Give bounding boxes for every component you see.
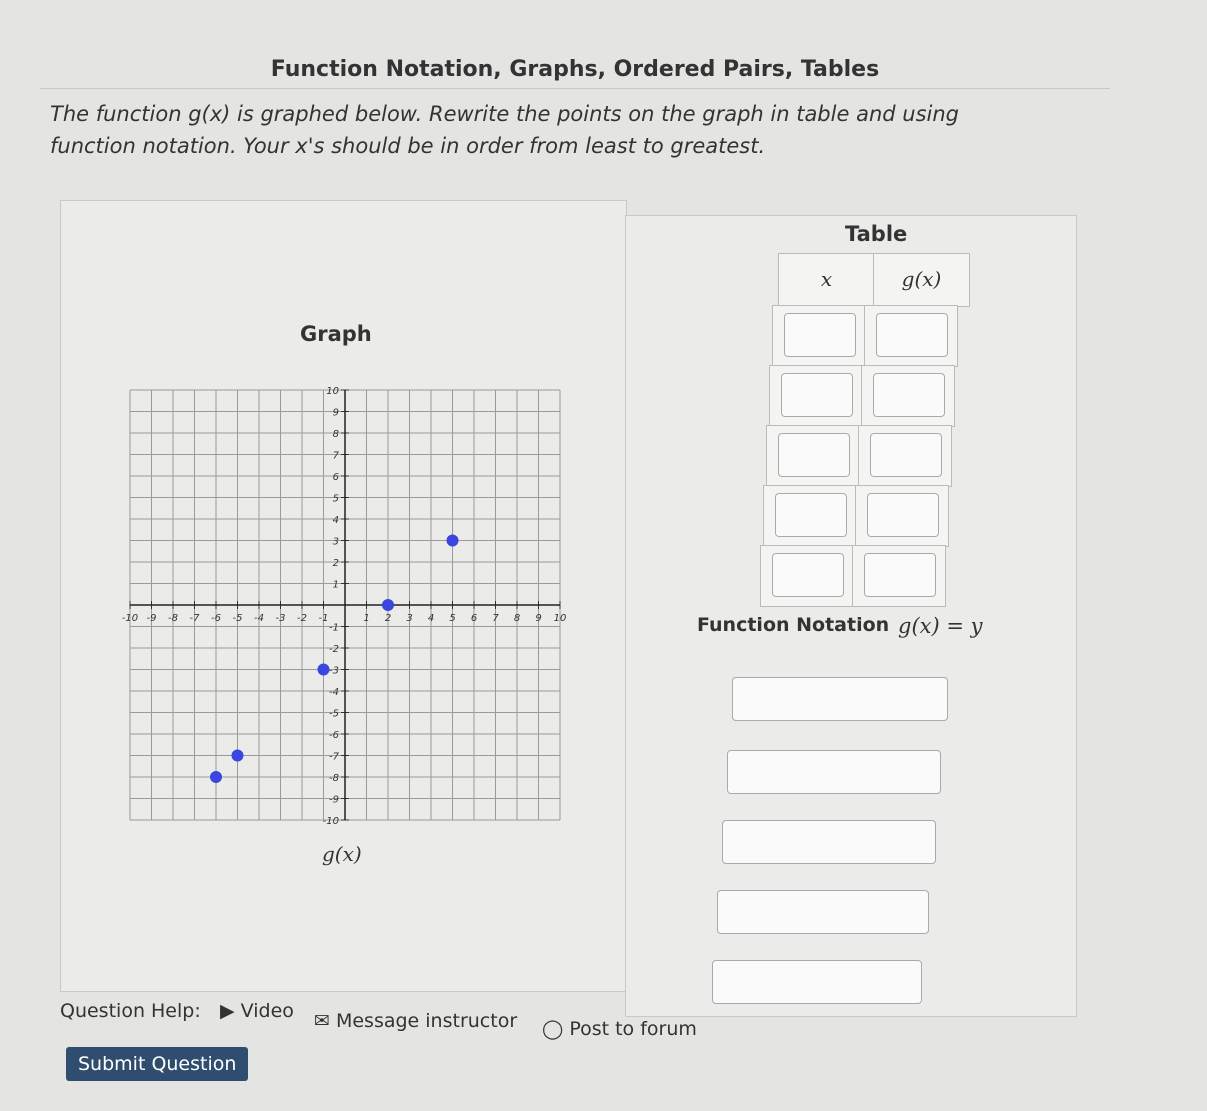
y-tick-label: 3 bbox=[333, 537, 339, 548]
answer-input[interactable] bbox=[732, 677, 948, 721]
link-text[interactable]: Post to forum bbox=[569, 1018, 697, 1040]
y-tick-label: 2 bbox=[333, 558, 339, 569]
answer-input[interactable] bbox=[712, 960, 922, 1004]
graph-title: Graph bbox=[300, 322, 372, 346]
x-tick-label: -9 bbox=[147, 613, 157, 624]
y-tick-label: 1 bbox=[333, 580, 339, 591]
answer-input[interactable] bbox=[722, 820, 936, 864]
y-tick-label: 9 bbox=[333, 408, 339, 419]
help-label: Question Help: bbox=[60, 1000, 201, 1022]
y-tick-label: 8 bbox=[333, 429, 339, 440]
x-tick-label: -1 bbox=[319, 613, 329, 624]
answer-input[interactable] bbox=[727, 750, 941, 794]
y-tick-label: 10 bbox=[326, 386, 339, 397]
table-input[interactable] bbox=[781, 373, 853, 417]
point bbox=[382, 599, 394, 611]
x-tick-label: -3 bbox=[276, 613, 286, 624]
table-input[interactable] bbox=[870, 433, 942, 477]
table-input[interactable] bbox=[784, 313, 856, 357]
y-tick-label: -10 bbox=[323, 816, 339, 827]
y-tick-label: 7 bbox=[333, 451, 340, 462]
y-tick-label: -5 bbox=[329, 709, 339, 720]
point bbox=[317, 663, 330, 676]
x-tick-label: 1 bbox=[363, 613, 369, 624]
instructions: The function g(x) is graphed below. Rewr… bbox=[50, 102, 959, 158]
table-input[interactable] bbox=[772, 553, 844, 597]
table-input[interactable] bbox=[864, 553, 936, 597]
table-header: x bbox=[778, 253, 875, 307]
point bbox=[231, 749, 244, 762]
graph-panel bbox=[60, 200, 627, 992]
help-link[interactable]: ◯ Post to forum bbox=[542, 1018, 697, 1040]
table-input[interactable] bbox=[873, 373, 945, 417]
answer-input[interactable] bbox=[717, 890, 929, 934]
graph-caption: g(x) bbox=[322, 842, 362, 866]
x-tick-label: -2 bbox=[297, 613, 307, 624]
x-tick-label: -4 bbox=[254, 613, 264, 624]
y-tick-label: -2 bbox=[329, 644, 339, 655]
x-tick-label: 5 bbox=[449, 613, 455, 624]
x-tick-label: 10 bbox=[554, 613, 567, 624]
x-tick-label: -6 bbox=[211, 613, 221, 624]
point bbox=[210, 771, 222, 783]
graph: -10 -9 -8 -7 -6 -5 -4 -3 -2 -1 1 2 3 4 5 6 7 8 9 10 -10 -9 -8 -… bbox=[122, 386, 567, 827]
link-text[interactable]: Message instructor bbox=[335, 1010, 518, 1032]
x-tick-label: 2 bbox=[385, 613, 391, 624]
table-title: Table bbox=[845, 222, 908, 246]
x-tick-label: 7 bbox=[492, 613, 499, 624]
table-input[interactable] bbox=[778, 433, 850, 477]
help-link[interactable]: ✉ Message instructor bbox=[314, 1010, 518, 1032]
submit-button[interactable]: Submit Question bbox=[66, 1047, 249, 1081]
x-tick-label: -8 bbox=[168, 613, 178, 624]
table-input[interactable] bbox=[867, 493, 939, 537]
function-notation-equation: g(x) = y bbox=[898, 614, 983, 638]
x-tick-label: 4 bbox=[428, 613, 434, 624]
y-tick-label: -1 bbox=[329, 623, 339, 634]
y-tick-label: -3 bbox=[329, 666, 339, 677]
y-tick-label: -4 bbox=[329, 687, 339, 698]
table-header: g(x) bbox=[873, 253, 970, 307]
x-tick-label: -10 bbox=[122, 613, 138, 624]
x-tick-label: 3 bbox=[406, 613, 412, 624]
x-tick-label: 6 bbox=[471, 613, 477, 624]
function-notation-label: Function Notation bbox=[697, 614, 890, 636]
help-link[interactable]: ▶ Video bbox=[220, 1000, 294, 1022]
link-text[interactable]: Video bbox=[240, 1000, 294, 1022]
y-tick-label: 5 bbox=[333, 494, 339, 505]
y-tick-label: -7 bbox=[329, 752, 340, 763]
table-input[interactable] bbox=[876, 313, 948, 357]
y-tick-label: -6 bbox=[329, 730, 339, 741]
y-tick-label: -9 bbox=[329, 795, 339, 806]
point bbox=[446, 534, 459, 547]
x-tick-label: 8 bbox=[514, 613, 520, 624]
x-tick-label: 9 bbox=[535, 613, 541, 624]
page-title: Function Notation, Graphs, Ordered Pairs… bbox=[40, 40, 1110, 89]
y-tick-label: 4 bbox=[333, 515, 339, 526]
y-tick-label: 6 bbox=[333, 472, 339, 483]
y-tick-label: -8 bbox=[329, 773, 339, 784]
x-tick-label: -7 bbox=[190, 613, 201, 624]
x-tick-label: -5 bbox=[233, 613, 243, 624]
table-input[interactable] bbox=[775, 493, 847, 537]
